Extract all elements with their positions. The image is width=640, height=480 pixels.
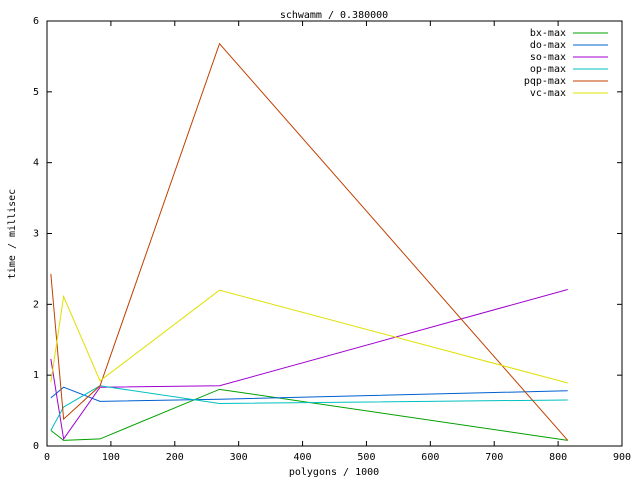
legend-label: bx-max: [530, 28, 566, 39]
x-tick-label: 200: [166, 452, 184, 463]
y-tick-label: 0: [33, 441, 39, 452]
y-tick-label: 3: [33, 229, 39, 240]
x-tick-label: 400: [294, 452, 312, 463]
x-tick-label: 600: [421, 452, 439, 463]
x-tick-label: 900: [613, 452, 631, 463]
y-tick-label: 1: [33, 370, 39, 381]
series-line: [50, 388, 568, 441]
y-tick-label: 4: [33, 158, 39, 169]
legend-label: op-max: [530, 64, 566, 75]
legend-label: so-max: [530, 52, 566, 63]
x-tick-label: 300: [230, 452, 248, 463]
x-tick-label: 0: [44, 452, 50, 463]
series-line: [50, 289, 568, 384]
legend-label: vc-max: [530, 88, 566, 99]
x-tick-label: 800: [549, 452, 567, 463]
x-axis-label: polygons / 1000: [289, 467, 379, 478]
y-tick-label: 2: [33, 299, 39, 310]
series-line: [50, 288, 568, 441]
legend-label: do-max: [530, 40, 566, 51]
y-tick-label: 6: [33, 16, 39, 27]
x-tick-label: 700: [485, 452, 503, 463]
series-line: [50, 42, 569, 441]
y-tick-label: 5: [33, 87, 39, 98]
chart-title: schwamm / 0.380000: [280, 10, 388, 21]
x-tick-label: 100: [102, 452, 120, 463]
x-tick-label: 500: [357, 452, 375, 463]
y-axis-label: time / millisec: [7, 189, 18, 279]
series-line: [50, 386, 568, 402]
legend-label: pqp-max: [524, 76, 566, 87]
